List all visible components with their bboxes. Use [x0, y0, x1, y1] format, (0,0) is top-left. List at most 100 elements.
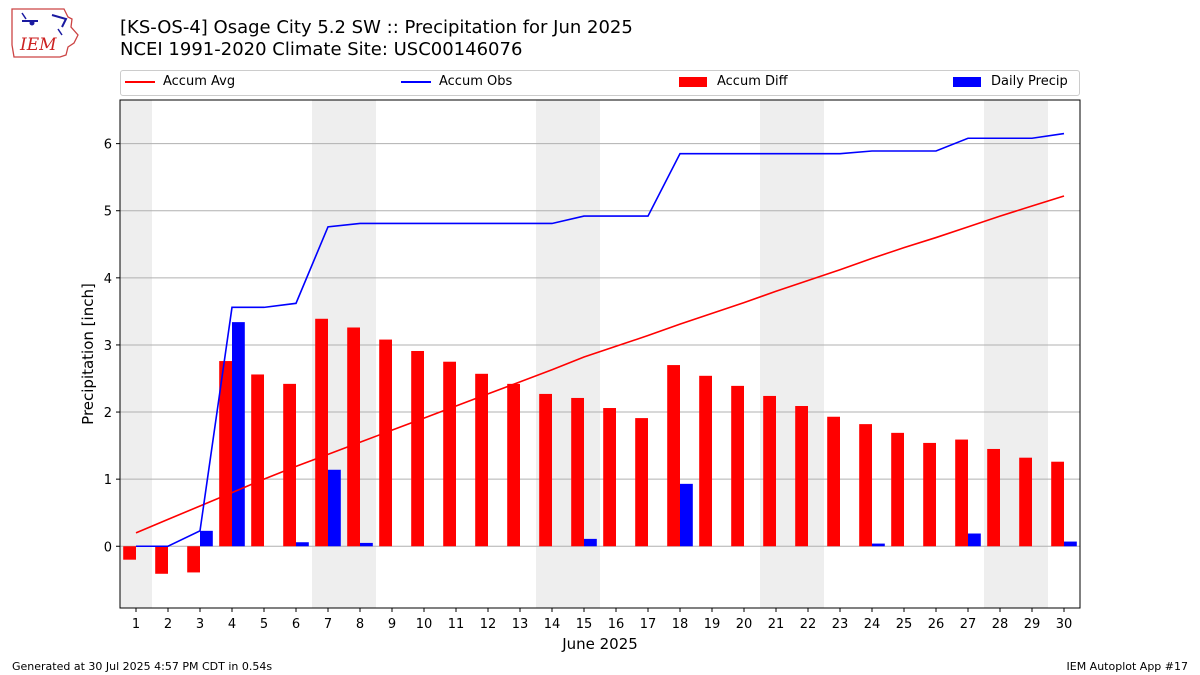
- weekend-shade: [120, 100, 152, 608]
- accum-diff-bar: [539, 393, 552, 547]
- legend-label: Accum Diff: [717, 74, 788, 89]
- x-tick-label: 19: [704, 617, 721, 632]
- x-tick-label: 11: [448, 617, 465, 632]
- accum-diff-bar: [699, 375, 712, 547]
- x-tick-label: 27: [960, 617, 977, 632]
- x-tick-label: 3: [196, 617, 204, 632]
- x-tick-label: 5: [260, 617, 268, 632]
- daily-precip-bar: [200, 530, 213, 547]
- accum-diff-bar: [987, 448, 1000, 547]
- y-tick-label: 2: [104, 406, 112, 421]
- chart-title: [KS-OS-4] Osage City 5.2 SW :: Precipita…: [120, 17, 633, 38]
- accum-diff-bar: [475, 373, 488, 547]
- daily-precip-bar: [968, 533, 981, 547]
- accum-diff-bar: [731, 385, 744, 547]
- x-tick-label: 15: [576, 617, 593, 632]
- legend-label: Accum Obs: [439, 74, 513, 89]
- accum-diff-bar: [1051, 461, 1064, 547]
- daily-precip-bar: [360, 542, 373, 547]
- iem-logo: IEM: [11, 8, 79, 58]
- accum-obs-line: [136, 132, 1065, 548]
- legend-item-accum-avg: Accum Avg: [125, 74, 235, 89]
- accum-diff-bar: [635, 418, 648, 547]
- accum-diff-bar: [411, 350, 424, 547]
- x-tick-label: 2: [164, 617, 172, 632]
- x-tick-label: 6: [292, 617, 300, 632]
- legend-line-swatch: [401, 80, 431, 83]
- accum-diff-bar: [379, 339, 392, 547]
- daily-precip-bar: [680, 483, 693, 547]
- accum-diff-bar: [251, 374, 264, 547]
- x-tick-label: 30: [1056, 617, 1073, 632]
- accum-diff-bar: [347, 327, 360, 547]
- x-tick-label: 24: [864, 617, 881, 632]
- x-tick-label: 20: [736, 617, 753, 632]
- x-tick-label: 8: [356, 617, 364, 632]
- daily-precip-bar: [328, 469, 341, 547]
- x-axis-label: June 2025: [561, 635, 638, 653]
- x-tick-label: 9: [388, 617, 396, 632]
- accum-diff-bar: [891, 432, 904, 547]
- legend-item-daily-precip: Daily Precip: [953, 74, 1068, 89]
- accum-avg-line: [135, 195, 1065, 534]
- x-tick-label: 10: [416, 617, 433, 632]
- accum-diff-bar: [219, 361, 232, 547]
- accum-diff-bar: [955, 439, 968, 547]
- x-tick-label: 16: [608, 617, 625, 632]
- x-tick-label: 21: [768, 617, 785, 632]
- accum-diff-bar: [443, 361, 456, 547]
- accum-diff-bar: [123, 546, 136, 560]
- x-tick-label: 22: [800, 617, 817, 632]
- x-tick-label: 17: [640, 617, 657, 632]
- footer-generated: Generated at 30 Jul 2025 4:57 PM CDT in …: [12, 660, 273, 673]
- x-tick-label: 28: [992, 617, 1009, 632]
- accum-diff-bar: [283, 383, 296, 547]
- accum-diff-bar: [859, 424, 872, 547]
- y-tick-label: 0: [104, 540, 112, 555]
- accum-diff-bar: [667, 365, 680, 547]
- accum-diff-bar: [155, 546, 168, 574]
- legend-label: Accum Avg: [163, 74, 236, 89]
- accum-diff-bar: [763, 395, 776, 547]
- legend-bar-swatch: [953, 76, 981, 87]
- y-tick-label: 6: [104, 138, 112, 153]
- legend-item-accum-diff: Accum Diff: [679, 74, 788, 89]
- accum-diff-bar: [795, 406, 808, 547]
- logo-text: IEM: [19, 35, 57, 55]
- daily-precip-bar: [872, 543, 885, 547]
- x-tick-label: 14: [544, 617, 561, 632]
- x-tick-label: 1: [132, 617, 140, 632]
- x-tick-label: 29: [1024, 617, 1041, 632]
- x-tick-label: 23: [832, 617, 849, 632]
- y-tick-label: 5: [104, 205, 112, 220]
- chart-subtitle: NCEI 1991-2020 Climate Site: USC00146076: [120, 39, 523, 60]
- legend-item-accum-obs: Accum Obs: [401, 74, 512, 89]
- daily-precip-bar: [1064, 541, 1077, 547]
- y-tick-label: 3: [104, 339, 112, 354]
- x-tick-label: 18: [672, 617, 689, 632]
- x-tick-label: 4: [228, 617, 236, 632]
- legend-line-swatch: [125, 80, 155, 83]
- accum-diff-bar: [603, 408, 616, 547]
- x-tick-label: 13: [512, 617, 529, 632]
- legend-bar-swatch: [679, 76, 707, 87]
- accum-diff-bar: [923, 442, 936, 547]
- accum-diff-bar: [1019, 457, 1032, 547]
- plot-frame: [119, 99, 1081, 609]
- x-tick-label: 25: [896, 617, 913, 632]
- x-tick-label: 26: [928, 617, 945, 632]
- legend-label: Daily Precip: [991, 74, 1068, 89]
- accum-diff-bar: [507, 383, 520, 547]
- x-tick-label: 12: [480, 617, 497, 632]
- accum-diff-bar: [827, 416, 840, 547]
- y-tick-label: 4: [104, 272, 112, 287]
- accum-diff-bar: [571, 397, 584, 547]
- chart-legend: Accum Avg Accum Obs Accum Diff Daily Pre…: [120, 70, 1080, 96]
- x-tick-label: 7: [324, 617, 332, 632]
- footer-app-credit: IEM Autoplot App #17: [1066, 660, 1189, 673]
- y-axis-label: Precipitation [inch]: [79, 283, 97, 425]
- daily-precip-bar: [584, 538, 597, 547]
- daily-precip-bar: [296, 542, 309, 547]
- accum-diff-bar: [187, 546, 200, 573]
